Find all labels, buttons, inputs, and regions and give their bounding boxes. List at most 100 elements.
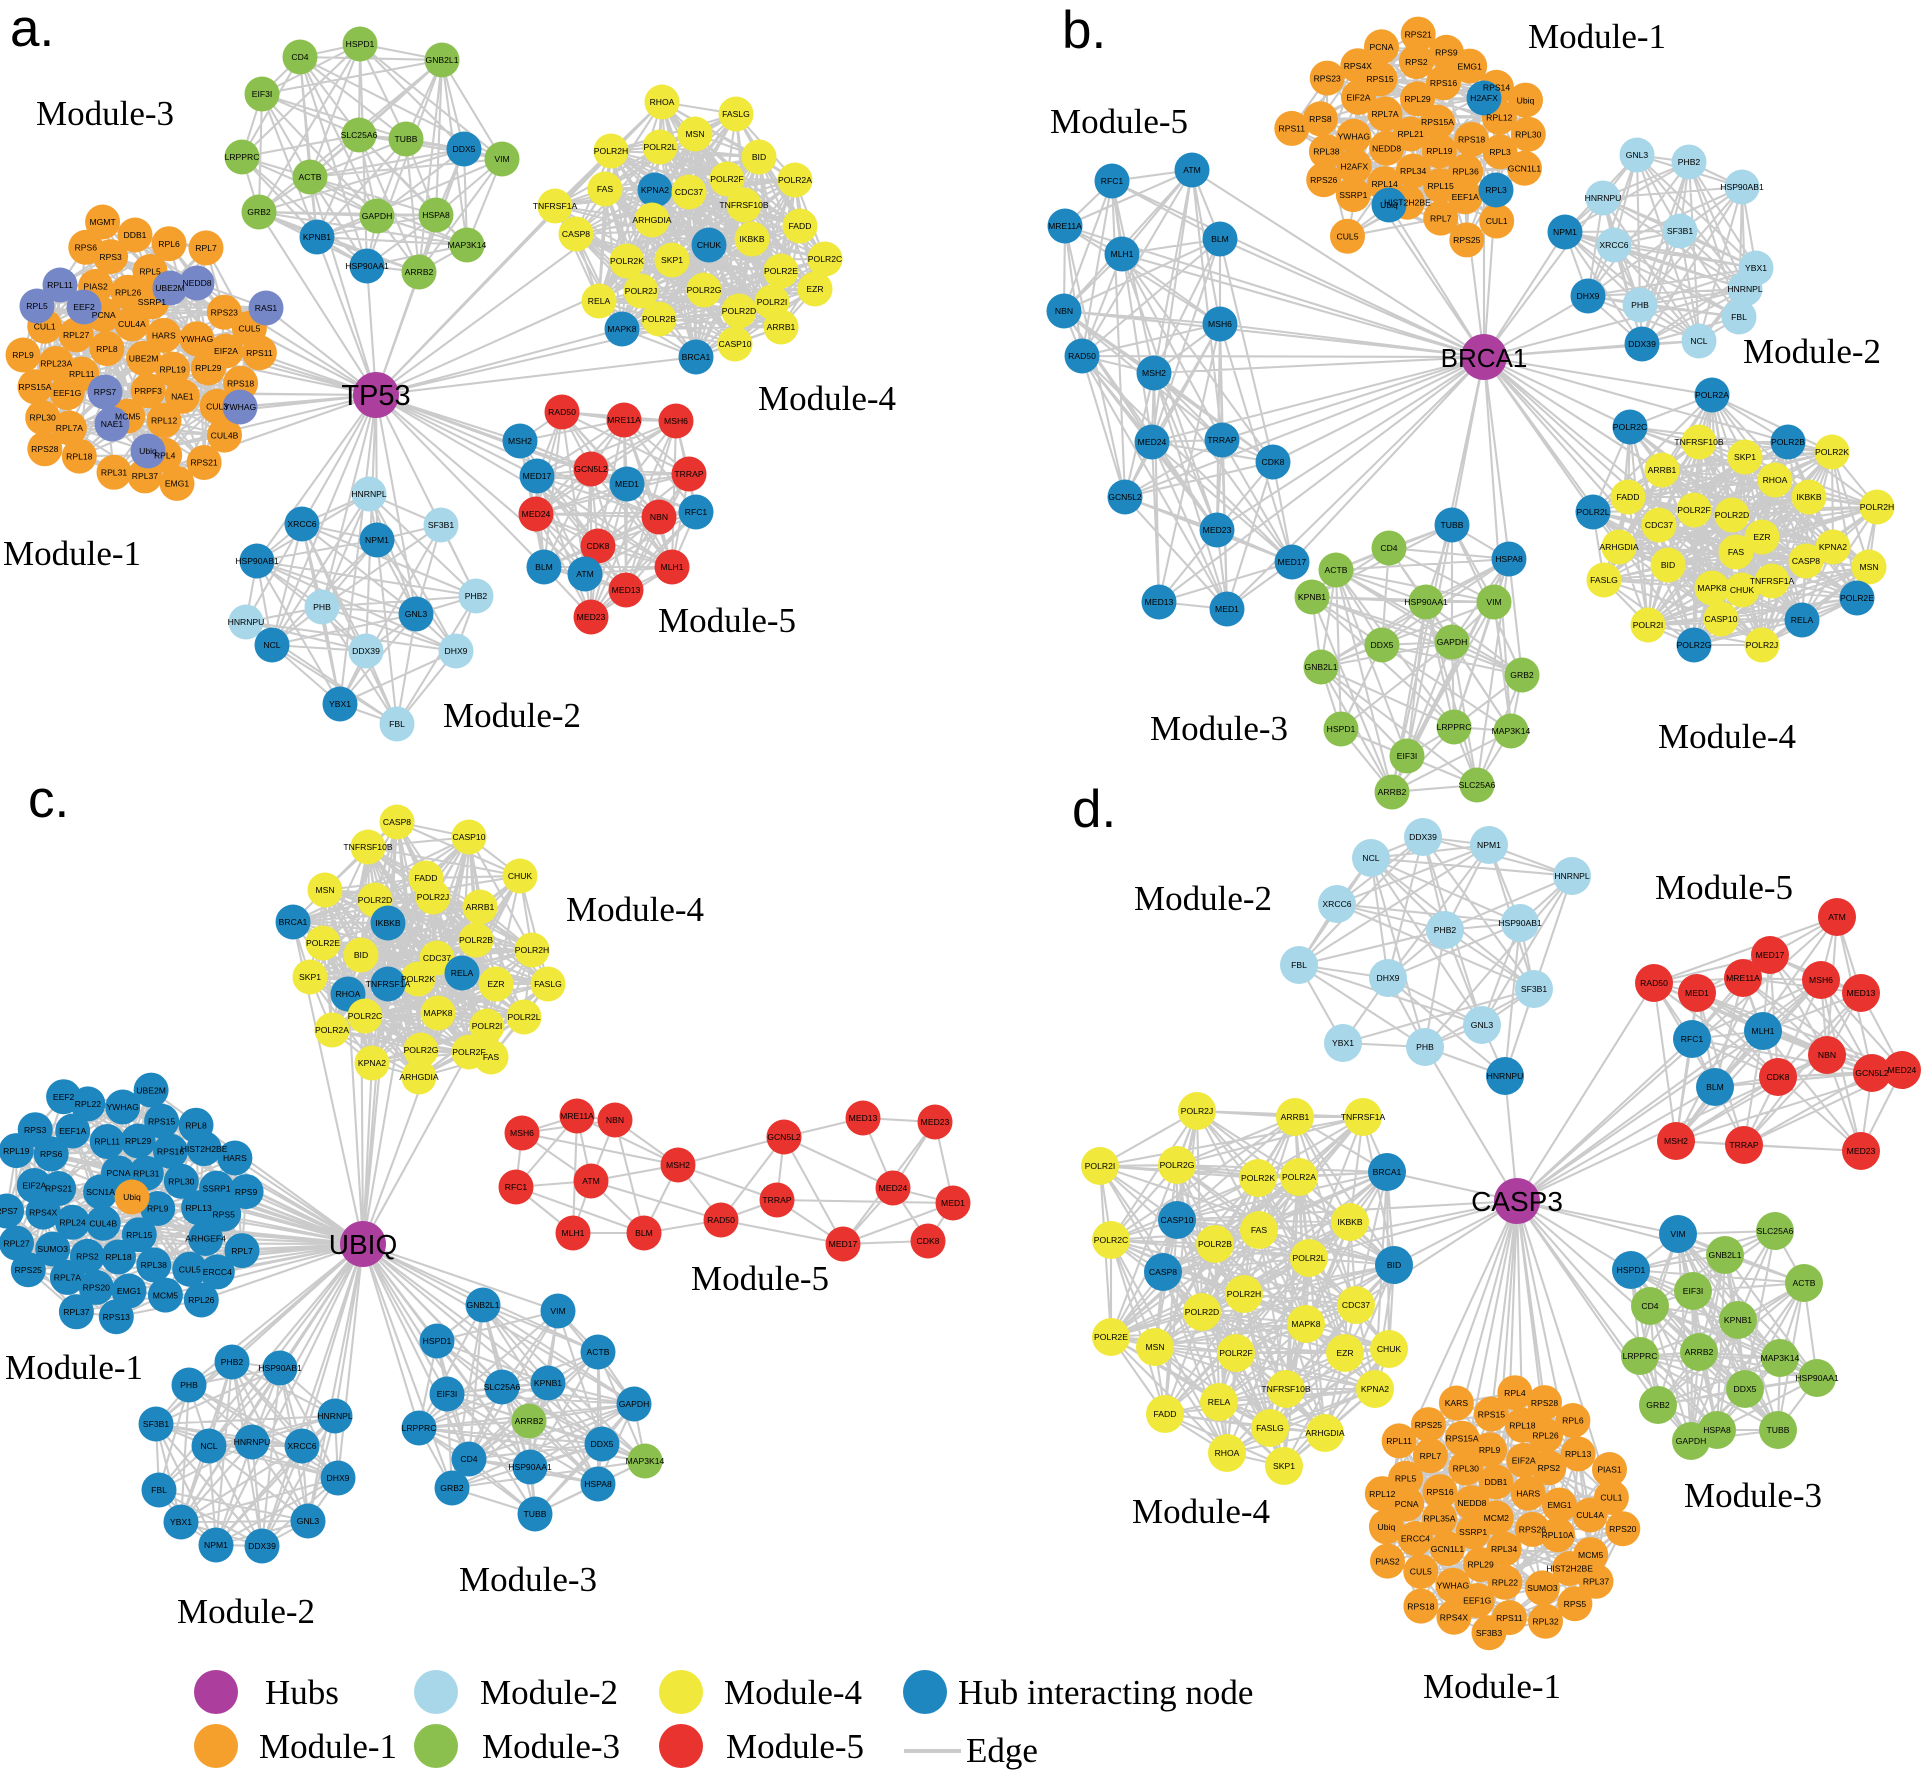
- svg-text:MSH6: MSH6: [1208, 319, 1232, 329]
- svg-text:H2AFX: H2AFX: [1340, 161, 1368, 171]
- svg-text:RPL7: RPL7: [1420, 1451, 1442, 1461]
- svg-text:FAS: FAS: [483, 1052, 500, 1062]
- svg-text:RPS20: RPS20: [1609, 1524, 1636, 1534]
- svg-text:BID: BID: [354, 950, 368, 960]
- svg-text:FBL: FBL: [1731, 312, 1747, 322]
- svg-text:RPS2: RPS2: [1405, 57, 1428, 67]
- svg-text:MRE11A: MRE11A: [1726, 973, 1760, 983]
- svg-text:KPNB1: KPNB1: [534, 1378, 562, 1388]
- svg-text:RPS15A: RPS15A: [1421, 117, 1454, 127]
- svg-text:POLR2E: POLR2E: [1840, 593, 1874, 603]
- svg-text:CUL4A: CUL4A: [1576, 1510, 1604, 1520]
- svg-text:KPNB1: KPNB1: [1724, 1315, 1752, 1325]
- svg-text:RFC1: RFC1: [1681, 1034, 1704, 1044]
- svg-text:Module-2: Module-2: [1134, 879, 1272, 918]
- svg-text:TRRAP: TRRAP: [1207, 435, 1236, 445]
- svg-text:MED23: MED23: [577, 612, 606, 622]
- svg-text:EIF3I: EIF3I: [437, 1389, 458, 1399]
- svg-text:UBIQ: UBIQ: [329, 1229, 397, 1260]
- svg-text:EIF2A: EIF2A: [22, 1181, 46, 1191]
- svg-text:MAP3K14: MAP3K14: [1761, 1353, 1800, 1363]
- svg-text:NEDD8: NEDD8: [182, 278, 211, 288]
- svg-text:YWHAG: YWHAG: [181, 334, 214, 344]
- svg-text:CDK8: CDK8: [917, 1236, 940, 1246]
- svg-text:POLR2A: POLR2A: [1695, 390, 1729, 400]
- svg-text:RELA: RELA: [588, 296, 611, 306]
- svg-text:MSH6: MSH6: [510, 1128, 534, 1138]
- svg-text:EIF2A: EIF2A: [214, 346, 238, 356]
- svg-text:Module-1: Module-1: [259, 1727, 397, 1766]
- svg-text:HSP90AA1: HSP90AA1: [1795, 1373, 1839, 1383]
- svg-text:RPL15: RPL15: [1427, 181, 1453, 191]
- svg-text:Module-4: Module-4: [724, 1673, 862, 1712]
- svg-text:HSPD1: HSPD1: [1327, 724, 1356, 734]
- svg-text:EEF2: EEF2: [73, 302, 95, 312]
- svg-text:RPL3: RPL3: [1485, 185, 1507, 195]
- svg-text:BRCA1: BRCA1: [279, 917, 308, 927]
- svg-text:GCN5L2: GCN5L2: [767, 1132, 801, 1142]
- svg-text:CD4: CD4: [1641, 1301, 1658, 1311]
- svg-text:POLR2J: POLR2J: [1746, 640, 1778, 650]
- svg-text:HSP90AA1: HSP90AA1: [1404, 597, 1448, 607]
- svg-text:ACTB: ACTB: [1793, 1278, 1816, 1288]
- svg-text:RPS15: RPS15: [148, 1116, 175, 1126]
- svg-text:SUMO3: SUMO3: [1527, 1583, 1558, 1593]
- svg-text:NEDD8: NEDD8: [1457, 1498, 1486, 1508]
- svg-text:FBL: FBL: [389, 719, 405, 729]
- svg-text:Hub interacting node: Hub interacting node: [958, 1673, 1253, 1712]
- svg-text:CHUK: CHUK: [1377, 1344, 1402, 1354]
- svg-text:PIAS2: PIAS2: [83, 282, 108, 292]
- svg-text:PIAS1: PIAS1: [1597, 1465, 1622, 1475]
- svg-text:CUL4A: CUL4A: [118, 319, 146, 329]
- svg-text:ARRB2: ARRB2: [1685, 1347, 1714, 1357]
- svg-text:RPL22: RPL22: [75, 1099, 101, 1109]
- svg-text:Module-5: Module-5: [1050, 102, 1188, 141]
- svg-text:RPS28: RPS28: [1531, 1398, 1558, 1408]
- svg-text:POLR2L: POLR2L: [508, 1012, 541, 1022]
- svg-text:SF3B1: SF3B1: [143, 1419, 169, 1429]
- svg-text:MAP3K14: MAP3K14: [448, 240, 487, 250]
- svg-text:POLR2E: POLR2E: [1094, 1332, 1128, 1342]
- svg-text:CUL5: CUL5: [179, 1264, 201, 1274]
- svg-text:HARS: HARS: [1516, 1488, 1540, 1498]
- svg-text:CUL5: CUL5: [1337, 231, 1359, 241]
- svg-text:RPL34: RPL34: [1400, 166, 1426, 176]
- svg-text:NPM1: NPM1: [1553, 227, 1577, 237]
- svg-text:POLR2B: POLR2B: [1771, 437, 1805, 447]
- svg-text:POLR2H: POLR2H: [594, 146, 628, 156]
- svg-text:SF3B1: SF3B1: [428, 520, 454, 530]
- svg-text:RPS18: RPS18: [1407, 1601, 1434, 1611]
- svg-text:NPM1: NPM1: [204, 1540, 228, 1550]
- svg-text:SSRP1: SSRP1: [138, 297, 166, 307]
- svg-text:MED24: MED24: [1888, 1065, 1917, 1075]
- svg-text:RPS11: RPS11: [246, 348, 273, 358]
- svg-text:GNL3: GNL3: [1626, 150, 1649, 160]
- svg-text:DDX39: DDX39: [1628, 339, 1656, 349]
- svg-text:KPNB1: KPNB1: [303, 232, 331, 242]
- svg-text:RPL8: RPL8: [185, 1120, 207, 1130]
- svg-text:RPL26: RPL26: [188, 1295, 214, 1305]
- svg-text:MED17: MED17: [829, 1239, 858, 1249]
- svg-text:RPL4: RPL4: [154, 450, 176, 460]
- svg-text:RPL35A: RPL35A: [1423, 1514, 1455, 1524]
- svg-text:RPL5: RPL5: [1395, 1473, 1417, 1483]
- svg-text:TRRAP: TRRAP: [762, 1195, 791, 1205]
- svg-text:MAPK8: MAPK8: [607, 324, 636, 334]
- svg-text:ATM: ATM: [576, 569, 594, 579]
- svg-text:IKBKB: IKBKB: [739, 234, 765, 244]
- svg-text:RPL9: RPL9: [1479, 1445, 1501, 1455]
- svg-text:BRCA1: BRCA1: [1441, 343, 1528, 373]
- svg-text:RPL18: RPL18: [1509, 1420, 1535, 1430]
- svg-text:POLR2J: POLR2J: [625, 286, 657, 296]
- svg-text:MAPK8: MAPK8: [423, 1008, 452, 1018]
- svg-text:YWHAG: YWHAG: [106, 1102, 139, 1112]
- svg-text:DDX5: DDX5: [453, 144, 476, 154]
- svg-text:ARRB2: ARRB2: [405, 267, 434, 277]
- svg-text:LRPPRC: LRPPRC: [402, 1423, 437, 1433]
- svg-text:Module-1: Module-1: [3, 534, 141, 573]
- svg-text:RPL19: RPL19: [1426, 146, 1452, 156]
- svg-text:RPL24: RPL24: [59, 1218, 85, 1228]
- svg-text:YWHAG: YWHAG: [1338, 132, 1371, 142]
- svg-text:BLM: BLM: [635, 1228, 653, 1238]
- svg-text:POLR2H: POLR2H: [1860, 502, 1894, 512]
